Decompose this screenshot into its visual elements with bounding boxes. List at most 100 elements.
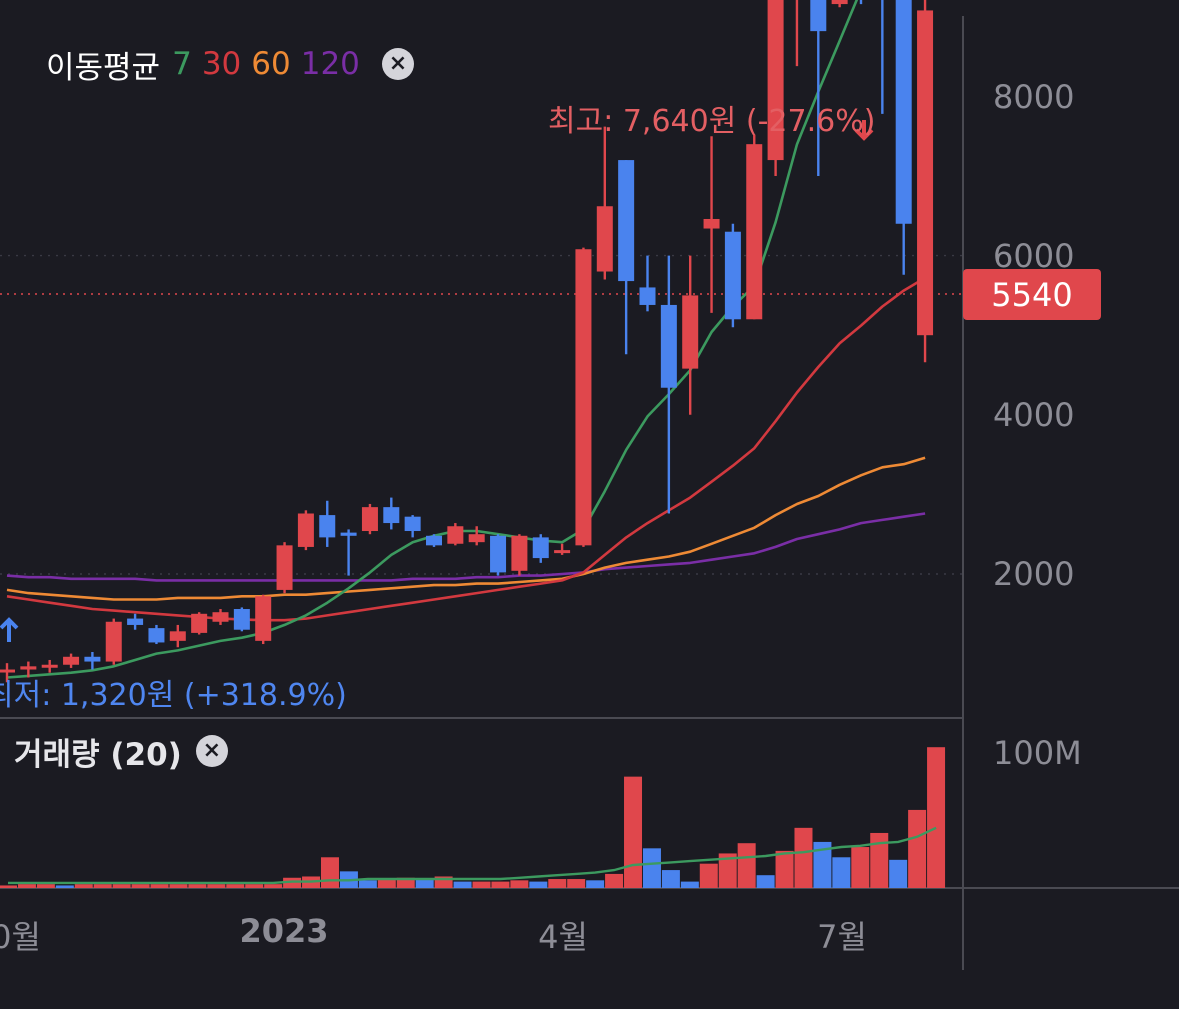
- volume-bar: [908, 809, 927, 888]
- volume-bar: [434, 876, 453, 888]
- x-tick-label: 0월: [0, 918, 41, 956]
- volume-bar: [17, 884, 36, 888]
- volume-bar: [415, 879, 434, 888]
- low-marker-icon: [0, 617, 19, 642]
- volume-ma-line: [8, 826, 937, 885]
- candle-body: [639, 287, 656, 305]
- candlesticks: [0, 0, 934, 683]
- candle-body: [0, 669, 15, 673]
- volume-bar: [927, 747, 946, 888]
- candle-body: [191, 613, 208, 633]
- volume-bar: [794, 827, 813, 888]
- volume-bar: [207, 884, 226, 888]
- candle-body: [917, 10, 934, 336]
- candle-body: [767, 0, 784, 161]
- volume-bar: [453, 881, 472, 888]
- candle-body: [105, 621, 122, 662]
- close-volume-button[interactable]: ×: [195, 735, 228, 767]
- candle-body: [84, 656, 101, 662]
- ma-7-label: 7: [172, 46, 192, 82]
- candle-body: [404, 516, 421, 532]
- high-price-annotation: 최고: 7,640원 (-27.6%): [548, 104, 876, 139]
- volume-bar: [320, 857, 339, 888]
- volume-bar: [358, 880, 377, 888]
- volume-bar: [491, 881, 510, 888]
- volume-bar: [775, 850, 794, 888]
- volume-bar: [851, 847, 870, 888]
- ma-120-label: 120: [300, 46, 360, 82]
- candle-body: [233, 609, 250, 630]
- candle-body: [169, 631, 186, 641]
- volume-bar: [832, 857, 851, 888]
- candle-body: [20, 666, 37, 670]
- x-tick-label: 4월: [538, 918, 588, 956]
- volume-bar: [642, 848, 661, 888]
- moving-average-title: 이동평균: [46, 49, 161, 86]
- candle-body: [468, 534, 485, 543]
- volume-bar: [226, 884, 245, 888]
- candle-body: [426, 535, 442, 546]
- volume-title: 거래량 (20): [14, 736, 182, 773]
- volume-bar: [131, 884, 150, 888]
- ma-120-line: [6, 512, 926, 582]
- ma-7-line: [6, 0, 859, 679]
- ma-60-line: [6, 456, 926, 601]
- candle-body: [746, 144, 763, 320]
- y-tick-label: 8000: [993, 78, 1075, 116]
- candle-body: [682, 295, 699, 369]
- volume-bar: [264, 884, 283, 888]
- candle-body: [383, 507, 400, 524]
- y-tick-label: 6000: [993, 237, 1075, 275]
- volume-bar: [36, 884, 55, 888]
- volume-bar: [870, 832, 889, 888]
- volume-legend: 거래량 (20) ×: [14, 730, 228, 773]
- current-price-tag: 5540: [963, 269, 1101, 320]
- volume-bar: [283, 877, 302, 888]
- volume-bar: [472, 881, 491, 888]
- volume-bar: [93, 884, 112, 888]
- volume-bar: [813, 841, 832, 888]
- volume-bar: [396, 877, 415, 888]
- candle-body: [490, 535, 507, 573]
- price-gridlines: [0, 254, 963, 575]
- candle-body: [724, 231, 741, 320]
- volume-bar: [55, 885, 74, 888]
- candle-body: [148, 628, 165, 643]
- volume-bar: [699, 863, 718, 888]
- candle-body: [127, 618, 144, 625]
- volume-bar: [718, 853, 737, 888]
- volume-bar: [548, 879, 567, 888]
- volume-bar: [624, 776, 643, 888]
- high-marker-icon: [854, 120, 874, 141]
- candle-body: [447, 526, 464, 544]
- candle-body: [532, 537, 549, 559]
- candle-body: [810, 0, 827, 32]
- candle-body: [361, 507, 378, 532]
- candle-body: [63, 656, 80, 665]
- volume-bar: [510, 880, 529, 888]
- candle-body: [212, 612, 229, 622]
- volume-bar: [529, 881, 548, 888]
- candle-body: [660, 304, 677, 388]
- candle-body: [618, 160, 635, 282]
- low-price-annotation: 최저: 1,320원 (+318.9%): [0, 678, 347, 713]
- candle-body: [297, 513, 314, 547]
- candle-body: [703, 218, 720, 229]
- x-tick-label: 2023: [239, 912, 329, 950]
- ma-60-label: 60: [251, 46, 291, 82]
- volume-bar: [680, 881, 699, 888]
- x-tick-label: 7월: [817, 918, 867, 956]
- close-moving-average-button[interactable]: ×: [381, 48, 414, 80]
- ma-30-label: 30: [201, 46, 242, 82]
- volume-bar: [586, 880, 605, 888]
- volume-bar: [169, 884, 188, 888]
- volume-bar: [605, 873, 624, 888]
- moving-average-legend: 이동평균 7 30 60 120 ×: [46, 44, 414, 86]
- candle-body: [895, 0, 912, 224]
- volume-y-tick-label: 100M: [993, 734, 1082, 772]
- moving-average-lines: [6, 0, 926, 679]
- volume-bar: [567, 879, 586, 888]
- volume-bar: [737, 843, 756, 888]
- candle-body: [596, 206, 613, 272]
